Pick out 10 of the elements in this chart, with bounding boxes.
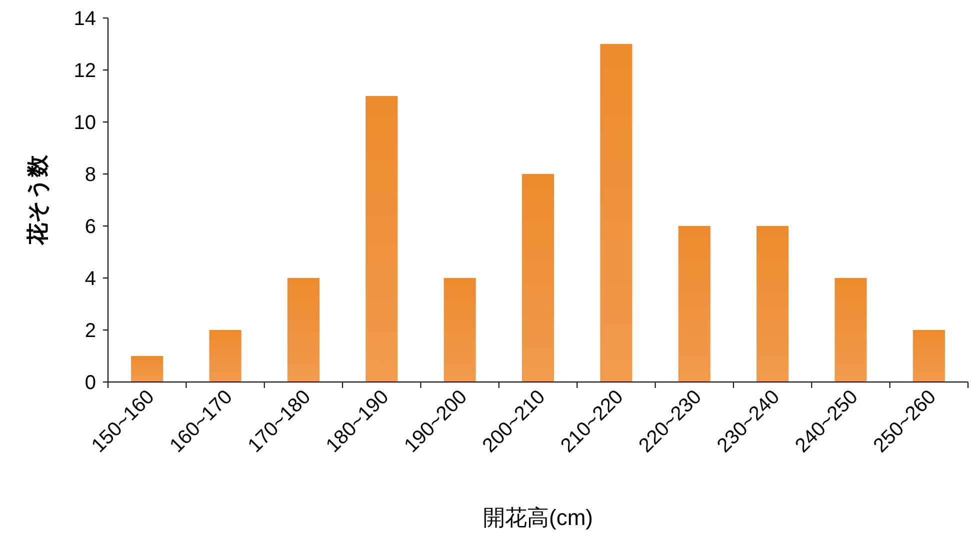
y-tick-label: 14 <box>74 8 96 30</box>
y-tick-label: 8 <box>84 164 96 186</box>
y-tick-label: 2 <box>84 320 96 342</box>
y-tick-label: 0 <box>84 372 96 394</box>
y-tick-label: 10 <box>74 112 96 134</box>
y-tick-label: 4 <box>84 268 96 290</box>
x-axis-title: 開花高(cm) <box>483 505 593 530</box>
y-axis-title: 花そう数 <box>25 154 50 246</box>
y-tick-label: 12 <box>74 60 96 82</box>
y-tick-label: 6 <box>84 216 96 238</box>
